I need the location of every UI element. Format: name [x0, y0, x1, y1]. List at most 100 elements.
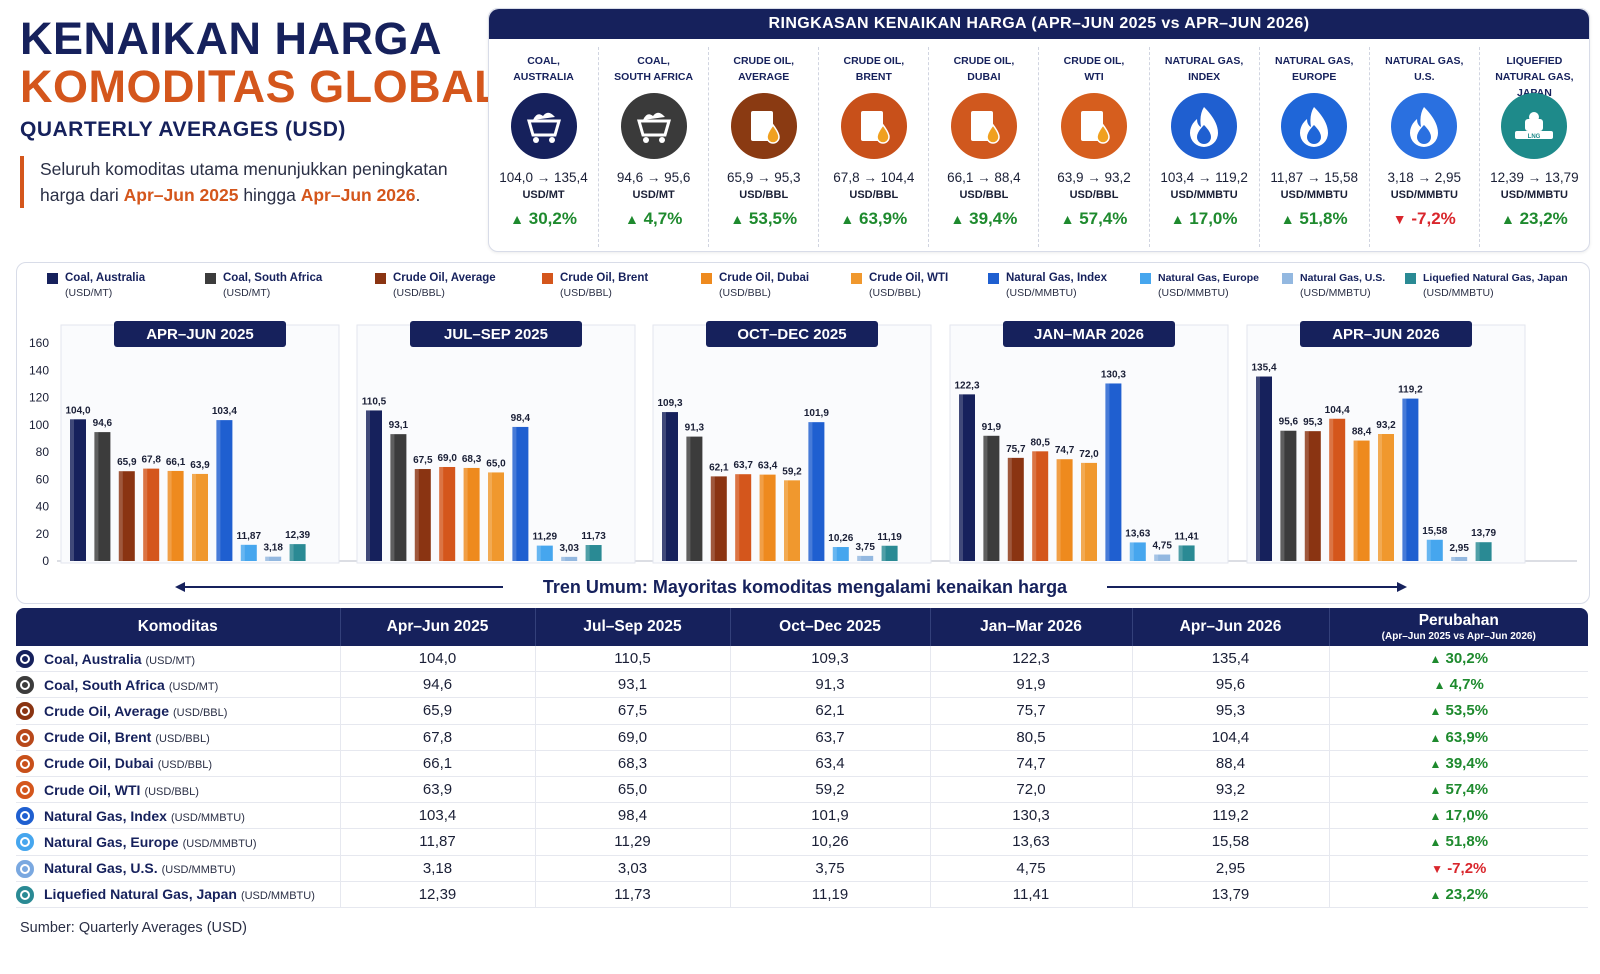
summary-card-name: COAL, SOUTH AFRICA — [614, 55, 694, 83]
value-cell: 93,1 — [535, 671, 731, 699]
value-cell: 67,8 — [340, 724, 536, 751]
bar — [143, 468, 160, 561]
bar-value-label: 119,2 — [1398, 385, 1423, 396]
table-row: Coal, South Africa (USD/MT) 94,6 93,1 91,3 91… — [16, 671, 1588, 699]
bar-highlight — [1475, 542, 1480, 561]
legend-item: Natural Gas, Europe (USD/MMBTU) — [1140, 271, 1259, 301]
bar — [686, 436, 703, 561]
summary-card-icon — [1389, 91, 1459, 161]
bar — [1329, 418, 1346, 561]
summary-card: NATURAL GAS, U.S. 3,18 → 2,95 USD/MMBTU ▼ -7… — [1370, 47, 1480, 247]
legend-unit: (USD/MMBTU) — [1300, 287, 1371, 299]
value-cell: 68,3 — [535, 750, 731, 777]
table-row: Crude Oil, Average (USD/BBL) 65,9 67,5 62,1 7… — [16, 697, 1588, 725]
summary-card-name: CRUDE OIL, DUBAI — [953, 55, 1015, 83]
arrow-up-icon: ▲ — [624, 211, 639, 227]
value-cell: 110,5 — [535, 646, 731, 673]
bar-highlight — [1426, 539, 1431, 561]
legend-unit: (USD/MMBTU) — [1158, 287, 1229, 299]
table-header-cell: Jul–Sep 2025 — [535, 608, 731, 646]
bar-value-label: 88,4 — [1352, 427, 1372, 438]
source-note: Sumber: Quarterly Averages (USD) — [20, 920, 247, 936]
bar-highlight — [1007, 457, 1012, 561]
value-cell: 103,4 — [340, 802, 536, 830]
legend-label: Crude Oil, Brent — [560, 272, 649, 284]
value-cell: 13,79 — [1132, 881, 1330, 908]
value-cell: 65,0 — [535, 776, 731, 804]
commodity-cell: Crude Oil, Dubai (USD/BBL) — [16, 750, 341, 777]
bar-highlight — [143, 468, 148, 561]
bar — [585, 545, 602, 561]
chart-panel: Coal, Australia (USD/MT) Coal, South Afric… — [16, 262, 1590, 604]
bar-highlight — [662, 412, 666, 561]
value-cell: 101,9 — [730, 802, 931, 830]
change-cell: ▲ 57,4% — [1329, 776, 1588, 804]
summary-card: COAL, SOUTH AFRICA 94,6 → 95,6 USD/MT ▲ 4,7% — [599, 47, 710, 247]
value-cell: 98,4 — [535, 802, 731, 830]
bar-value-label: 103,4 — [212, 406, 237, 417]
summary-card: CRUDE OIL, AVERAGE 65,9 → 95,3 USD/BBL ▲ 53,… — [709, 47, 820, 247]
bar-highlight — [192, 473, 196, 561]
bar-highlight — [759, 474, 764, 561]
commodity-icon — [16, 833, 34, 852]
bar — [70, 419, 86, 561]
table-row: Crude Oil, Dubai (USD/BBL) 66,1 68,3 63,4 74,… — [16, 750, 1588, 777]
change-cell: ▲ 30,2% — [1329, 646, 1588, 673]
bar-highlight — [1154, 554, 1159, 561]
bar — [1032, 451, 1049, 561]
summary-card-range: 3,18 → 2,95 — [1387, 170, 1462, 185]
y-tick-label: 160 — [29, 336, 49, 350]
bar — [366, 410, 382, 561]
arrow-up-icon: ▲ — [510, 211, 524, 227]
bar-highlight — [1402, 398, 1407, 561]
bar-value-label: 4,75 — [1152, 541, 1172, 552]
bar — [1081, 462, 1097, 561]
summary-card-change: ▲ 23,2% — [1500, 209, 1568, 228]
bar-value-label: 95,6 — [1279, 417, 1299, 428]
commodity-icon — [16, 728, 34, 747]
bar — [265, 556, 282, 561]
bar-highlight — [1256, 376, 1260, 561]
value-cell: 11,29 — [535, 828, 731, 856]
legend-swatch — [1282, 273, 1293, 284]
data-table: Komoditas Apr–Jun 2025 Jul–Sep 2025 Oct–Dec… — [16, 608, 1588, 908]
summary-card-unit: USD/BBL — [1069, 189, 1119, 201]
summary-card-unit: USD/BBL — [959, 189, 1009, 201]
bar-value-label: 95,3 — [1303, 417, 1323, 428]
bar-value-label: 130,3 — [1101, 369, 1126, 380]
summary-card-name: CRUDE OIL, WTI — [1063, 55, 1125, 83]
change-cell: ▲ 51,8% — [1329, 828, 1588, 856]
bar-highlight — [390, 434, 395, 561]
bar-highlight — [710, 476, 715, 561]
page-subtitle: QUARTERLY AVERAGES (USD) — [20, 118, 346, 141]
commodity-cell: Crude Oil, WTI (USD/BBL) — [16, 776, 341, 804]
change-cell: ▲ 4,7% — [1329, 671, 1588, 699]
y-tick-label: 40 — [36, 500, 50, 514]
bar — [1178, 545, 1195, 561]
arrow-up-icon: ▲ — [1429, 652, 1442, 667]
change-cell: ▲ 39,4% — [1329, 750, 1588, 777]
bar-highlight — [686, 436, 691, 561]
bar-value-label: 109,3 — [657, 398, 682, 409]
intro-part1: Seluruh komoditas utama menunjukkan peni… — [40, 159, 448, 205]
commodity-icon — [16, 885, 34, 904]
summary-card-icon — [1279, 91, 1349, 161]
y-tick-label: 140 — [29, 363, 49, 377]
bar-value-label: 65,9 — [117, 457, 137, 468]
summary-card-range: 104,0 → 135,4 — [499, 170, 588, 185]
summary-card-name: NATURAL GAS, INDEX — [1164, 55, 1244, 83]
table-header-cell: Apr–Jun 2026 — [1132, 608, 1330, 646]
bar-value-label: 101,9 — [804, 408, 829, 419]
summary-card-icon — [619, 91, 689, 161]
bar — [216, 420, 233, 561]
bar — [1402, 398, 1419, 561]
commodity-cell: Natural Gas, Index (USD/MMBTU) — [16, 802, 341, 830]
legend-unit: (USD/MMBTU) — [1423, 287, 1494, 299]
bar-highlight — [488, 472, 492, 561]
commodity-cell: Crude Oil, Average (USD/BBL) — [16, 697, 341, 725]
arrow-up-icon: ▲ — [840, 211, 855, 227]
table-row: Coal, Australia (USD/MT) 104,0 110,5 109,3 12… — [16, 646, 1588, 673]
summary-card-name: NATURAL GAS, U.S. — [1385, 55, 1464, 83]
panel-title: JUL–SEP 2025 — [444, 326, 548, 343]
arrow-up-icon: ▲ — [1429, 704, 1442, 719]
